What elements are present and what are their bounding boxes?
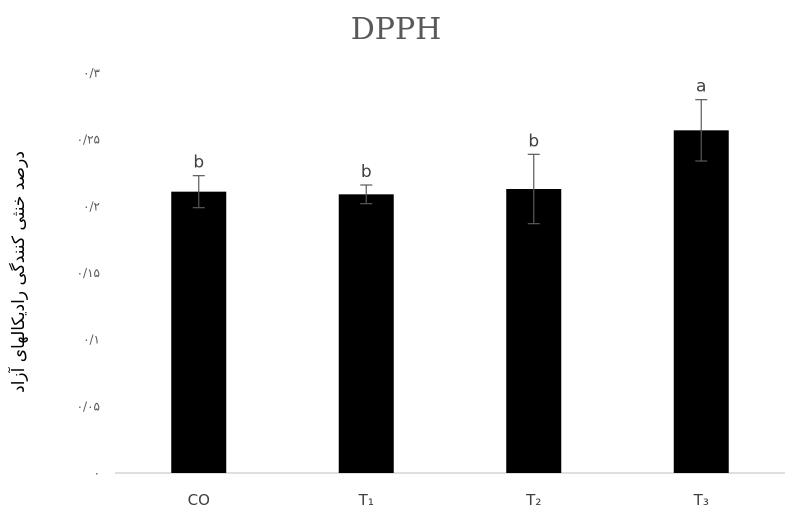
chart-title: DPPH [351, 12, 442, 47]
y-tick-label: ۰/۲۵ [77, 133, 100, 147]
x-tick-label: T₁ [358, 491, 374, 509]
data-label: b [528, 131, 539, 151]
bar [506, 189, 562, 473]
x-tick-label: T₂ [525, 491, 541, 509]
x-tick-label: T₃ [693, 491, 709, 509]
y-axis-label: درصد خنثی کنندگی رادیکالهای آزاد [7, 151, 29, 393]
y-tick-label: ۰/۳ [83, 66, 100, 80]
bar [673, 130, 729, 474]
x-tick-label: CO [188, 491, 210, 509]
y-tick-label: ۰/۱ [83, 333, 100, 347]
y-tick-label: ۰/۰۵ [77, 399, 100, 413]
y-tick-label: ۰ [94, 466, 100, 480]
data-label: b [361, 162, 372, 182]
y-tick-label: ۰/۲ [83, 199, 100, 213]
bar [171, 191, 227, 473]
data-label: a [696, 77, 706, 97]
y-tick-label: ۰/۱۵ [77, 266, 100, 280]
bar [338, 194, 394, 474]
data-label: b [193, 153, 204, 173]
